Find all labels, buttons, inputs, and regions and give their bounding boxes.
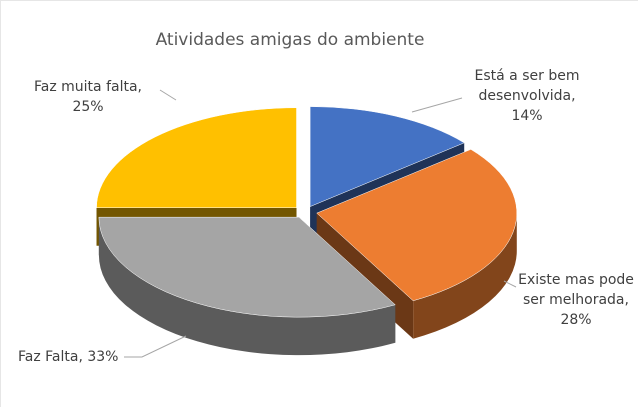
label-category: Faz Falta — [18, 349, 79, 365]
label-value: 14% — [511, 108, 543, 124]
label-separator: , — [78, 349, 83, 365]
label-value: 25% — [72, 99, 104, 115]
label-value: 33% — [87, 349, 119, 365]
label-value: 28% — [560, 312, 592, 328]
label-category: Faz muita falta — [34, 79, 138, 95]
leader-line — [159, 89, 177, 101]
slice — [98, 216, 396, 356]
slice — [316, 149, 518, 339]
slice-top — [96, 107, 297, 209]
label-separator: , — [571, 88, 576, 104]
data-label: Faz muita falta, 25% — [18, 77, 158, 117]
data-label: Existe mas pode ser melhorada, 28% — [512, 270, 638, 330]
leader-lines — [124, 89, 517, 358]
leader-line — [503, 280, 517, 288]
leader-line — [124, 335, 187, 358]
label-separator: , — [624, 292, 629, 308]
slice-top — [98, 216, 396, 318]
slice-top — [316, 149, 518, 302]
data-label: Faz Falta, 33% — [18, 347, 158, 367]
slice-wall — [413, 213, 517, 339]
label-category: Está a ser bem desenvolvida — [474, 68, 580, 104]
leader-line — [411, 97, 463, 113]
label-separator: , — [137, 79, 142, 95]
slice-top — [309, 106, 465, 207]
chart-title: Atividades amigas do ambiente — [155, 30, 425, 50]
data-label: Está a ser bem desenvolvida, 14% — [457, 66, 597, 126]
label-category: Existe mas pode ser melhorada — [518, 272, 634, 308]
slice-wall — [98, 217, 396, 356]
